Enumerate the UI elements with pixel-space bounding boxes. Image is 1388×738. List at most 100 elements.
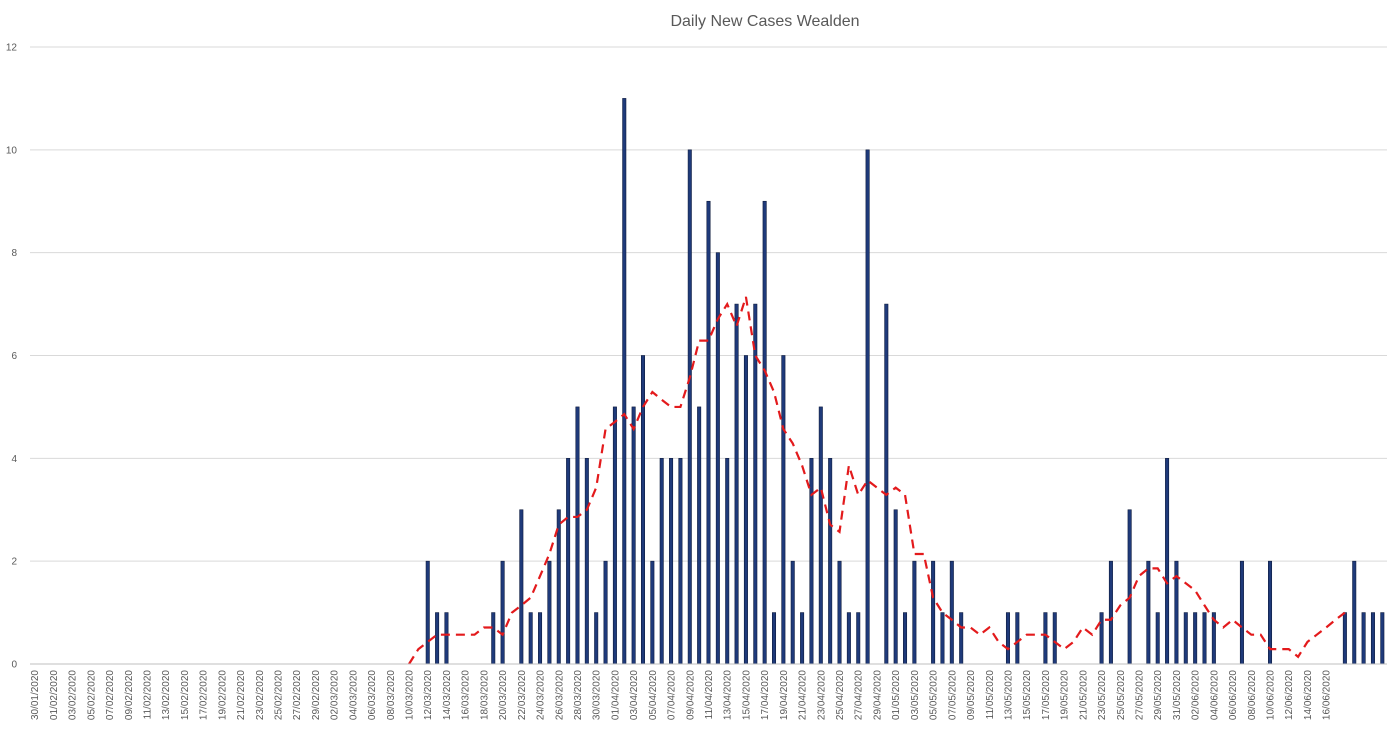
bar — [790, 560, 795, 665]
bar — [1146, 560, 1151, 665]
x-tick-label: 15/04/2020 — [741, 670, 752, 720]
x-tick-label: 04/03/2020 — [348, 670, 359, 720]
x-tick-label: 08/06/2020 — [1247, 670, 1258, 720]
x-tick-label: 08/03/2020 — [386, 670, 397, 720]
bar — [444, 612, 449, 665]
x-tick-label: 11/04/2020 — [704, 670, 715, 720]
x-tick-label: 27/05/2020 — [1135, 670, 1146, 720]
y-tick-label: 12 — [6, 43, 18, 54]
bar — [500, 560, 505, 665]
bar — [1342, 612, 1347, 665]
x-tick-label: 17/04/2020 — [760, 670, 771, 720]
bar — [538, 612, 543, 665]
bar — [800, 612, 805, 665]
x-tick-label: 03/04/2020 — [629, 670, 640, 720]
bar — [828, 458, 833, 665]
y-tick-label: 6 — [11, 351, 17, 362]
bar — [519, 509, 524, 665]
bar — [575, 406, 580, 665]
x-tick-label: 28/03/2020 — [573, 670, 584, 720]
x-tick-label: 19/02/2020 — [217, 670, 228, 720]
bar — [594, 612, 599, 665]
bar — [697, 406, 702, 665]
bar — [893, 509, 898, 665]
y-tick-label: 8 — [11, 248, 17, 259]
x-tick-label: 13/05/2020 — [1003, 670, 1014, 720]
x-tick-label: 31/05/2020 — [1172, 670, 1183, 720]
bar — [1370, 612, 1375, 665]
bar — [622, 98, 627, 665]
x-tick-label: 10/06/2020 — [1266, 670, 1277, 720]
x-tick-label: 17/02/2020 — [199, 670, 210, 720]
bar — [1015, 612, 1020, 665]
y-axis-tick-labels: 0 2 4 6 8 10 12 — [6, 43, 18, 671]
bar — [1043, 612, 1048, 665]
x-tick-label: 27/04/2020 — [854, 670, 865, 720]
x-tick-label: 07/04/2020 — [667, 670, 678, 720]
bar — [556, 509, 561, 665]
bar — [1380, 612, 1385, 665]
x-tick-label: 03/02/2020 — [68, 670, 79, 720]
x-tick-label: 24/03/2020 — [536, 670, 547, 720]
x-tick-label: 25/04/2020 — [835, 670, 846, 720]
bar — [734, 303, 739, 665]
x-tick-label: 06/03/2020 — [367, 670, 378, 720]
bar — [781, 355, 786, 665]
bar — [1202, 612, 1207, 665]
bar — [818, 406, 823, 665]
x-tick-label: 20/03/2020 — [498, 670, 509, 720]
bar — [1099, 612, 1104, 665]
y-tick-label: 10 — [6, 145, 18, 156]
x-tick-label: 05/05/2020 — [929, 670, 940, 720]
bar — [1108, 560, 1113, 665]
average-line — [408, 296, 1346, 665]
x-tick-label: 25/05/2020 — [1116, 670, 1127, 720]
x-tick-label: 29/02/2020 — [311, 670, 322, 720]
bar — [669, 458, 674, 665]
x-tick-label: 11/05/2020 — [985, 670, 996, 720]
x-tick-label: 17/05/2020 — [1041, 670, 1052, 720]
bar — [491, 612, 496, 665]
x-tick-label: 22/03/2020 — [517, 670, 528, 720]
bar — [940, 612, 945, 665]
x-tick-label: 01/05/2020 — [891, 670, 902, 720]
x-tick-label: 01/04/2020 — [610, 670, 621, 720]
bar — [425, 560, 430, 665]
bar — [678, 458, 683, 665]
x-tick-label: 27/02/2020 — [292, 670, 303, 720]
bar-series — [425, 98, 1385, 665]
x-tick-label: 11/02/2020 — [142, 670, 153, 720]
x-tick-label: 05/02/2020 — [86, 670, 97, 720]
x-tick-label: 02/06/2020 — [1191, 670, 1202, 720]
x-tick-label: 12/06/2020 — [1284, 670, 1295, 720]
x-tick-label: 14/03/2020 — [442, 670, 453, 720]
x-tick-label: 01/02/2020 — [49, 670, 60, 720]
bar — [743, 355, 748, 665]
bar — [949, 560, 954, 665]
bar — [715, 252, 720, 665]
bar — [1052, 612, 1057, 665]
bar — [1155, 612, 1160, 665]
x-tick-label: 07/05/2020 — [947, 670, 958, 720]
x-tick-label: 23/05/2020 — [1097, 670, 1108, 720]
x-tick-label: 21/04/2020 — [798, 670, 809, 720]
y-tick-label: 0 — [11, 660, 17, 671]
bar — [612, 406, 617, 665]
bar — [903, 612, 908, 665]
bar — [725, 458, 730, 665]
x-tick-label: 30/01/2020 — [30, 670, 41, 720]
x-tick-label: 13/02/2020 — [161, 670, 172, 720]
x-tick-label: 30/03/2020 — [592, 670, 603, 720]
bar — [931, 560, 936, 665]
x-tick-label: 03/05/2020 — [910, 670, 921, 720]
x-tick-label: 04/06/2020 — [1209, 670, 1220, 720]
bar — [846, 612, 851, 665]
bar — [772, 612, 777, 665]
x-tick-label: 13/04/2020 — [723, 670, 734, 720]
bar — [1352, 560, 1357, 665]
bar — [1183, 612, 1188, 665]
x-tick-label: 16/03/2020 — [461, 670, 472, 720]
bar — [1005, 612, 1010, 665]
bar — [1193, 612, 1198, 665]
